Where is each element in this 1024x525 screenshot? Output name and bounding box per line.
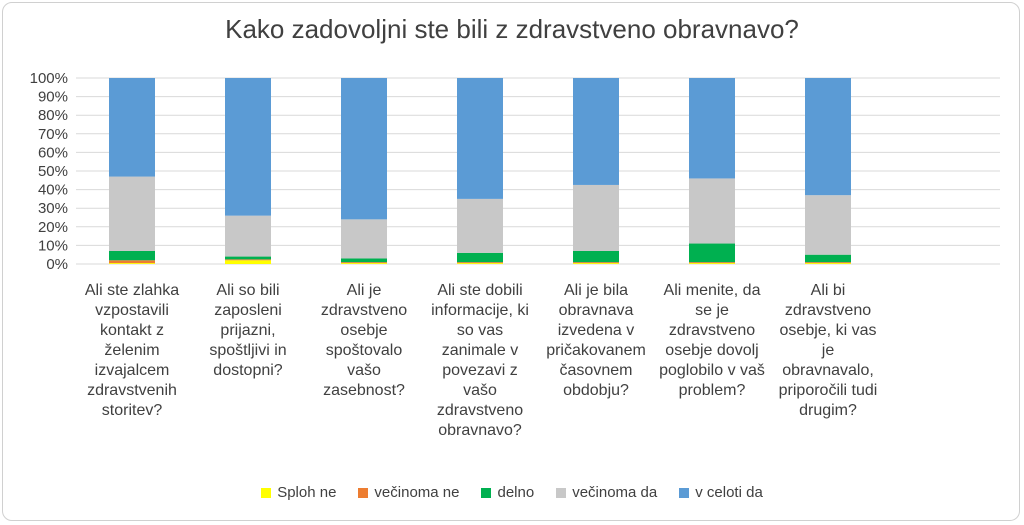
legend-swatch bbox=[261, 487, 272, 498]
x-category-label: Ali bi zdravstveno osebje, ki vas je obravna… bbox=[778, 282, 878, 419]
y-tick-label: 40% bbox=[38, 182, 68, 199]
chart-legend: Sploh ne večinoma ne delno večinoma da v cel… bbox=[0, 484, 1024, 501]
y-tick-label: 100% bbox=[30, 70, 68, 87]
chart-title: Kako zadovoljni ste bili z zdravstveno o… bbox=[225, 14, 799, 44]
bar-segment bbox=[225, 78, 271, 216]
bar-segment bbox=[573, 78, 619, 185]
y-tick-label: 60% bbox=[38, 144, 68, 161]
bar-segment bbox=[573, 263, 619, 264]
legend-swatch bbox=[358, 487, 369, 498]
bar-segment bbox=[805, 195, 851, 255]
bar-segment bbox=[805, 263, 851, 264]
bar-segment bbox=[689, 178, 735, 244]
bar-segment bbox=[457, 263, 503, 264]
bar-segment bbox=[689, 262, 735, 264]
y-tick-label: 50% bbox=[38, 163, 68, 180]
bar-segment bbox=[689, 263, 735, 264]
legend-swatch bbox=[556, 487, 567, 498]
y-tick-label: 0% bbox=[46, 256, 68, 273]
legend-label: Sploh ne bbox=[277, 484, 337, 501]
legend-label: večinoma ne bbox=[374, 484, 460, 501]
x-category-label: Ali je zdravstveno osebje spoštovalo vašo zas… bbox=[320, 282, 408, 399]
legend-label: delno bbox=[497, 484, 535, 501]
legend-label: večinoma da bbox=[572, 484, 658, 501]
bar-segment bbox=[457, 78, 503, 199]
bar-segment bbox=[225, 256, 271, 260]
bar-segment bbox=[109, 250, 155, 261]
bar-segment bbox=[341, 78, 387, 220]
bar-segment bbox=[573, 184, 619, 251]
bar-segment bbox=[341, 219, 387, 259]
bar-segment bbox=[225, 259, 271, 261]
legend-label: v celoti da bbox=[695, 484, 763, 501]
x-category-label: Ali so bili zaposleni prijazni, spoštljivi … bbox=[209, 282, 287, 379]
bar-segment bbox=[109, 78, 155, 177]
bar-segment bbox=[109, 176, 155, 251]
x-category-label: Ali ste zlahka vzpostavili kontakt z želeni… bbox=[84, 282, 180, 419]
bar-segment bbox=[573, 250, 619, 263]
legend-item: v celoti da bbox=[679, 484, 763, 501]
bar-segment bbox=[225, 260, 271, 264]
bar-segment bbox=[805, 262, 851, 264]
y-tick-label: 20% bbox=[38, 219, 68, 236]
bar-segment bbox=[341, 258, 387, 263]
x-category-label: Ali ste dobili informacije, ki so vas zanim… bbox=[431, 282, 529, 439]
y-tick-label: 30% bbox=[38, 200, 68, 217]
legend-swatch bbox=[679, 487, 690, 498]
legend-item: večinoma ne bbox=[358, 484, 459, 501]
bar-segment bbox=[341, 262, 387, 264]
legend-swatch bbox=[481, 487, 492, 498]
x-category-label: Ali je bila obravnava izvedena v pričakovan… bbox=[546, 282, 646, 399]
bar-segment bbox=[805, 254, 851, 263]
y-tick-label: 70% bbox=[38, 126, 68, 143]
bar-segment bbox=[689, 243, 735, 263]
bar-segment bbox=[109, 260, 155, 264]
legend-item: Sploh ne bbox=[261, 484, 336, 501]
bar-segment bbox=[457, 252, 503, 263]
bar-segment bbox=[457, 262, 503, 264]
y-tick-label: 10% bbox=[38, 237, 68, 254]
y-tick-label: 90% bbox=[38, 89, 68, 106]
bar-segment bbox=[109, 263, 155, 264]
bar-segment bbox=[457, 198, 503, 253]
bar-segment bbox=[225, 215, 271, 257]
bar-segment bbox=[341, 263, 387, 264]
bar-segment bbox=[805, 78, 851, 196]
bar-segment bbox=[689, 78, 735, 179]
bar-segment bbox=[573, 262, 619, 264]
legend-item: delno bbox=[481, 484, 534, 501]
x-category-label: Ali menite, da se je zdravstveno osebje dov… bbox=[659, 282, 765, 399]
y-tick-label: 80% bbox=[38, 107, 68, 124]
legend-item: večinoma da bbox=[556, 484, 657, 501]
